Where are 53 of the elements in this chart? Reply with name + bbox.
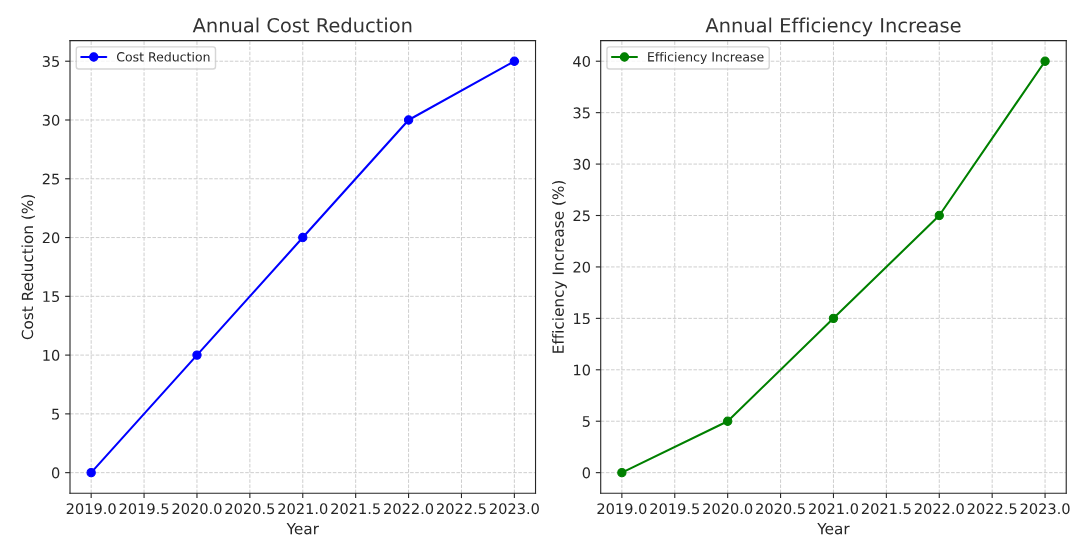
y-tick-label: 5 <box>582 416 590 427</box>
y-axis-title: Efficiency Increase (%) <box>552 180 567 353</box>
x-tick-label: 2019.5 <box>650 503 700 515</box>
y-tick-label: 15 <box>574 313 590 325</box>
y-tick-label: 10 <box>43 349 60 361</box>
y-axis-title: Cost Reduction (%) <box>21 195 36 340</box>
point <box>403 115 414 125</box>
x-tick-label: 2019.0 <box>597 503 647 515</box>
x-tick-label: 2019.0 <box>66 503 116 515</box>
y-tick-label: 15 <box>43 291 60 303</box>
y-tick-label: 5 <box>52 408 60 420</box>
legend-label: Cost Reduction <box>116 51 210 62</box>
x-tick-label: 2020.5 <box>225 503 275 515</box>
y-tick-label: 40 <box>573 55 591 67</box>
y-tick-label: 20 <box>573 261 591 273</box>
x-tick-label: 2020.5 <box>756 503 805 515</box>
point <box>934 210 944 221</box>
point <box>617 467 627 478</box>
y-tick-label: 25 <box>42 173 60 185</box>
x-axis-title: Year <box>817 523 850 535</box>
y-tick-label: 30 <box>573 158 591 170</box>
y-tick-label: 35 <box>42 55 60 67</box>
x-tick-label: 2019.5 <box>119 503 169 515</box>
y-tick-label: 10 <box>574 364 591 376</box>
x-tick-label: 2022.0 <box>384 503 434 515</box>
x-tick-label: 2021.0 <box>278 503 328 515</box>
y-tick-label: 20 <box>42 232 60 244</box>
x-tick-label: 2021.5 <box>331 503 380 515</box>
x-tick-label: 2022.0 <box>914 503 964 515</box>
y-tick-label: 25 <box>573 210 590 222</box>
point <box>722 416 733 426</box>
point <box>86 467 96 478</box>
chart-title: Annual Cost Reduction <box>192 17 412 33</box>
legend-label: Efficiency Increase <box>648 51 764 64</box>
x-tick-label: 2020.0 <box>172 503 222 515</box>
point <box>192 350 202 360</box>
chart-title: Annual Efficiency Increase <box>705 17 961 37</box>
point <box>1040 56 1050 66</box>
point <box>509 56 520 66</box>
x-tick-label: 2022.5 <box>967 503 1017 515</box>
y-tick-label: 35 <box>573 107 590 119</box>
x-tick-label: 2023.0 <box>1020 503 1070 515</box>
y-tick-label: 0 <box>582 467 591 479</box>
x-tick-label: 2020.0 <box>703 503 753 515</box>
x-tick-label: 2021.0 <box>809 503 859 515</box>
point <box>828 313 839 324</box>
x-axis-title: Year <box>286 523 319 535</box>
y-tick-label: 30 <box>42 114 60 126</box>
point <box>298 232 308 243</box>
x-tick-label: 2023.0 <box>489 503 539 515</box>
x-tick-label: 2021.5 <box>861 503 911 515</box>
x-tick-label: 2022.5 <box>437 503 486 515</box>
y-tick-label: 0 <box>51 467 60 479</box>
